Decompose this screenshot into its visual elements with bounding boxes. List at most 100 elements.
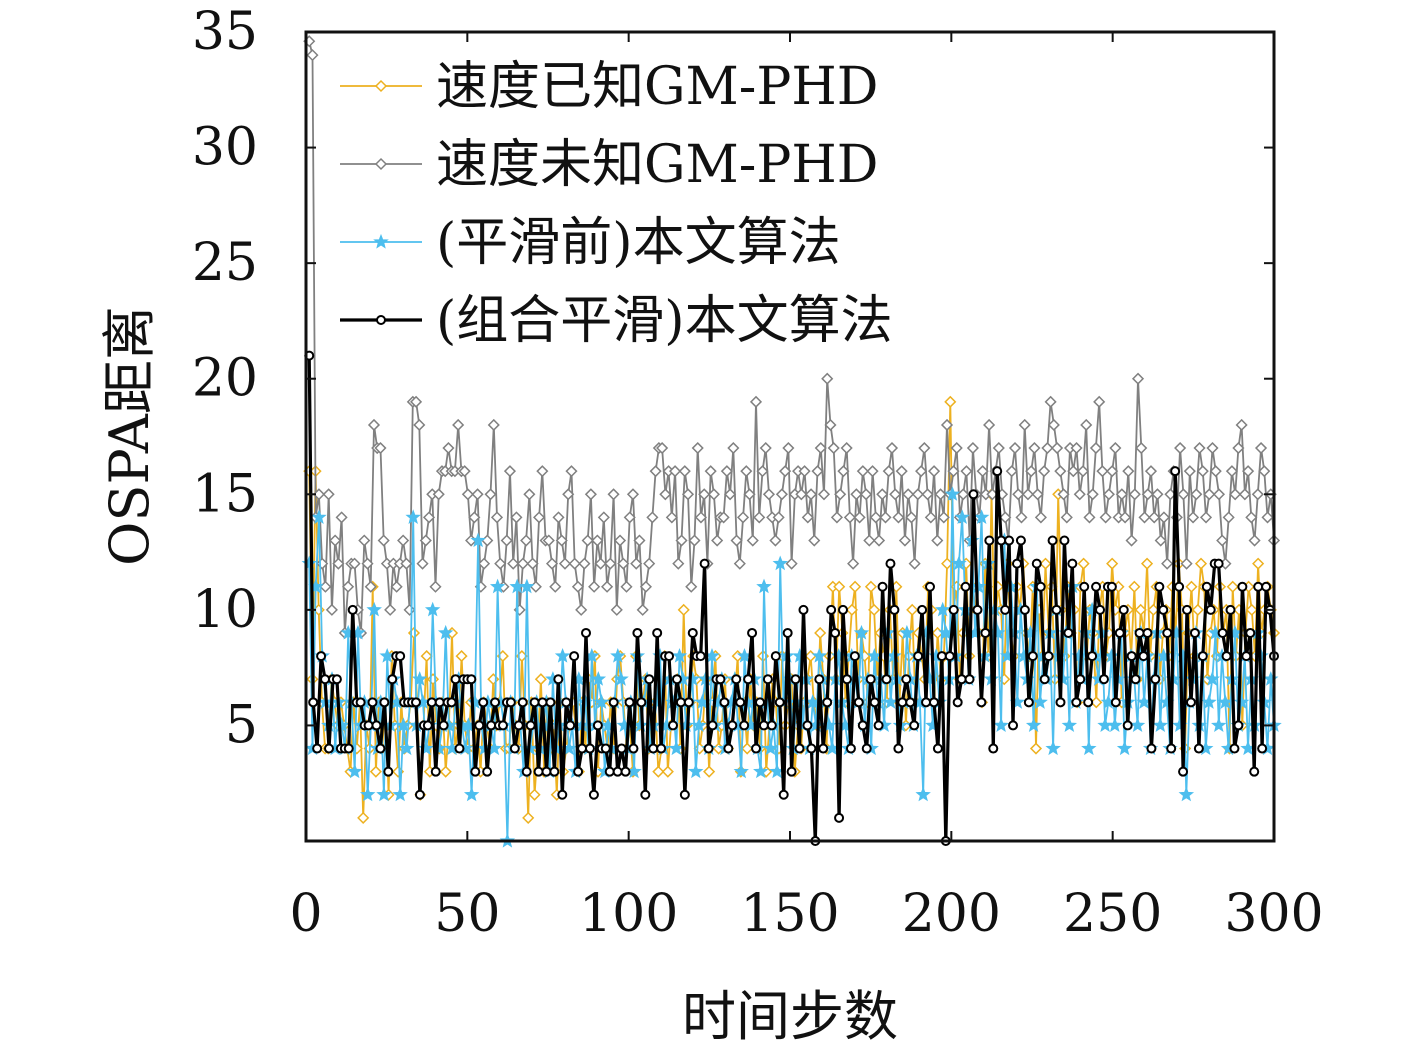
data-point: [775, 488, 788, 501]
data-point: [454, 743, 465, 754]
data-point: [720, 465, 733, 478]
data-point: [1178, 786, 1195, 802]
data-point: [500, 534, 513, 547]
data-point: [1134, 603, 1147, 616]
data-point: [1257, 743, 1268, 754]
data-point: [1222, 511, 1235, 524]
data-point: [374, 79, 388, 93]
data-point: [1099, 511, 1112, 524]
data-point: [850, 488, 863, 501]
data-point: [1008, 441, 1022, 455]
data-point: [770, 651, 781, 662]
data-point: [1109, 441, 1122, 455]
data-point: [685, 580, 698, 593]
data-point: [1102, 488, 1115, 501]
data-point: [573, 766, 584, 777]
data-point: [1018, 418, 1031, 432]
data-point: [534, 673, 547, 686]
data-point: [367, 697, 378, 708]
data-point: [723, 743, 734, 754]
data-point: [523, 488, 536, 501]
data-point: [646, 511, 659, 524]
data-point: [1216, 534, 1229, 547]
data-point: [695, 651, 706, 662]
data-point: [486, 720, 497, 731]
data-point: [954, 509, 970, 525]
data-point: [470, 532, 486, 548]
data-point: [481, 534, 494, 547]
data-point: [774, 697, 785, 708]
data-point: [426, 673, 440, 686]
data-point: [561, 697, 572, 708]
data-point: [679, 789, 690, 800]
data-point: [940, 418, 954, 432]
data-point: [1005, 465, 1018, 478]
data-point: [395, 651, 406, 662]
data-point: [1044, 395, 1057, 408]
data-point: [332, 557, 345, 570]
data-point: [944, 486, 961, 501]
data-point: [308, 697, 319, 708]
data-point: [735, 697, 746, 708]
data-point: [557, 789, 568, 800]
data-point: [1157, 511, 1170, 524]
data-point: [1114, 627, 1125, 638]
data-point: [730, 534, 743, 547]
data-point: [1034, 511, 1047, 524]
data-point: [822, 697, 833, 708]
data-point: [334, 717, 350, 733]
data-point: [403, 603, 416, 616]
data-point: [474, 720, 485, 731]
ticks-layer: 0 50 100 150 200 250 300 5 10 15 20 25 30 35: [192, 2, 1324, 944]
data-point: [1211, 717, 1227, 733]
data-point: [885, 558, 896, 569]
data-point: [1217, 627, 1228, 638]
data-point: [398, 740, 415, 756]
data-point: [873, 720, 884, 731]
data-point: [1201, 581, 1212, 592]
data-point: [343, 743, 354, 754]
data-point: [833, 580, 846, 593]
data-point: [1186, 511, 1200, 524]
data-point: [727, 441, 740, 455]
data-point: [672, 557, 685, 570]
data-point: [772, 555, 788, 571]
data-point: [1095, 604, 1106, 615]
data-point: [960, 465, 973, 478]
data-point: [739, 720, 750, 731]
data-point: [568, 557, 581, 570]
data-point: [691, 441, 704, 455]
data-point: [1071, 697, 1082, 708]
data-point: [461, 488, 474, 501]
data-point: [688, 763, 704, 779]
data-point: [741, 742, 754, 755]
data-point: [1119, 511, 1132, 524]
data-point: [1075, 674, 1086, 685]
data-point: [643, 557, 656, 570]
data-point: [996, 535, 1007, 546]
data-point: [656, 441, 669, 455]
y-tick-label: 10: [192, 580, 258, 640]
data-point: [390, 580, 403, 593]
data-point: [1110, 697, 1121, 708]
data-point: [1161, 557, 1174, 570]
data-point: [1083, 697, 1094, 708]
data-point: [509, 743, 520, 754]
data-point: [470, 766, 481, 777]
data-point: [575, 603, 588, 616]
data-point: [1080, 418, 1093, 432]
data-point: [1263, 671, 1279, 686]
data-point: [868, 603, 881, 616]
data-point: [577, 694, 594, 709]
data-point: [591, 534, 604, 547]
data-point: [675, 697, 686, 708]
data-point: [865, 674, 876, 685]
x-axis-label: 时间步数: [682, 985, 898, 1048]
data-point: [312, 488, 325, 501]
data-point: [703, 743, 714, 754]
data-point: [373, 233, 389, 249]
data-point: [966, 441, 979, 455]
data-point: [984, 535, 995, 546]
data-point: [1070, 441, 1083, 455]
data-point: [1126, 651, 1137, 662]
